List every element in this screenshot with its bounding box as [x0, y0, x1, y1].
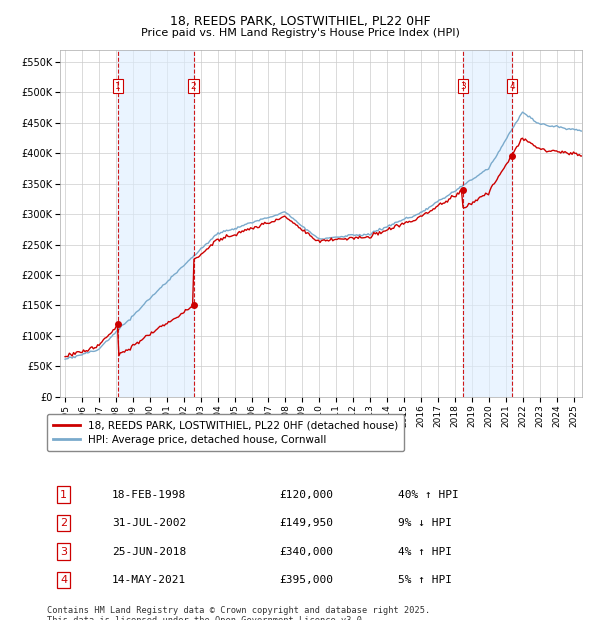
Text: Price paid vs. HM Land Registry's House Price Index (HPI): Price paid vs. HM Land Registry's House …: [140, 28, 460, 38]
Text: £340,000: £340,000: [280, 547, 334, 557]
Text: 1: 1: [60, 490, 67, 500]
Bar: [463, 50, 512, 397]
Legend: 18, REEDS PARK, LOSTWITHIEL, PL22 0HF (detached house), HPI: Average price, deta: 18, REEDS PARK, LOSTWITHIEL, PL22 0HF (d…: [47, 414, 404, 451]
Text: 2: 2: [60, 518, 67, 528]
Text: 40% ↑ HPI: 40% ↑ HPI: [398, 490, 459, 500]
Text: 3: 3: [460, 82, 466, 91]
Text: Contains HM Land Registry data © Crown copyright and database right 2025.
This d: Contains HM Land Registry data © Crown c…: [47, 606, 431, 620]
Text: 14-MAY-2021: 14-MAY-2021: [112, 575, 187, 585]
Text: 4: 4: [509, 82, 515, 91]
Text: £120,000: £120,000: [280, 490, 334, 500]
Text: £149,950: £149,950: [280, 518, 334, 528]
Text: 4% ↑ HPI: 4% ↑ HPI: [398, 547, 452, 557]
Text: 18-FEB-1998: 18-FEB-1998: [112, 490, 187, 500]
Text: 3: 3: [60, 547, 67, 557]
Text: 31-JUL-2002: 31-JUL-2002: [112, 518, 187, 528]
Text: 25-JUN-2018: 25-JUN-2018: [112, 547, 187, 557]
Text: £395,000: £395,000: [280, 575, 334, 585]
Text: 4: 4: [60, 575, 67, 585]
Text: 5% ↑ HPI: 5% ↑ HPI: [398, 575, 452, 585]
Text: 18, REEDS PARK, LOSTWITHIEL, PL22 0HF: 18, REEDS PARK, LOSTWITHIEL, PL22 0HF: [170, 16, 430, 29]
Text: 2: 2: [191, 82, 196, 91]
Text: 9% ↓ HPI: 9% ↓ HPI: [398, 518, 452, 528]
Bar: [118, 50, 194, 397]
Text: 1: 1: [115, 82, 121, 91]
